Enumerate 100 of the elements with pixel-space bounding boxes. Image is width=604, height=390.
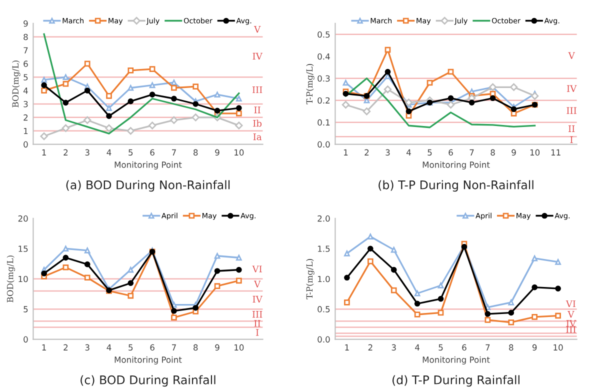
y-tick-label: 5 [24, 74, 28, 80]
ref-line-label: III [252, 86, 262, 94]
x-tick-label: 7 [172, 344, 176, 350]
ref-line-label: IV [567, 85, 577, 92]
x-tick-label: 10 [234, 344, 244, 351]
y-axis-title: BOD(mg/L) [6, 256, 15, 302]
text: (b) T-P During Non-Rainfall [378, 180, 534, 192]
x-tick-label: 6 [462, 344, 466, 351]
x-tick-label: 8 [509, 344, 514, 351]
x-tick-label: 8 [490, 149, 495, 156]
x-tick-label: 10 [530, 149, 540, 156]
y-tick-label: 8 [24, 34, 28, 40]
x-tick-label: 11 [551, 149, 560, 156]
x-tick-label: 5 [128, 344, 133, 351]
x-tick-label: 4 [106, 344, 112, 350]
y-tick-label: 10 [18, 276, 28, 282]
x-axis-title: Monitoring Point [422, 356, 490, 364]
ref-line-label: V [568, 52, 575, 59]
x-tick-label: 2 [64, 344, 68, 350]
y-tick-label: 2.0 [318, 215, 330, 222]
y-tick-label: 9 [24, 20, 28, 27]
y-tick-label: 6 [24, 60, 28, 67]
x-tick-label: 10 [234, 149, 244, 156]
x-tick-label: 5 [438, 344, 443, 351]
y-tick-label: 2 [24, 114, 28, 121]
y-tick-label: 0.3 [318, 75, 330, 82]
x-tick-label: 4 [106, 149, 112, 156]
ref-line-label: II [254, 320, 260, 327]
x-tick-label: 7 [486, 344, 490, 350]
x-tick-label: 8 [194, 149, 198, 156]
y-axis-title: BOD(mg/L) [12, 60, 20, 108]
x-tick-label: 6 [150, 344, 154, 351]
text: (d) T-P During Rainfall [392, 375, 520, 387]
y-tick-label: 0.5 [318, 31, 330, 38]
x-tick-label: 6 [150, 149, 154, 156]
x-tick-label: 1 [345, 344, 349, 350]
y-tick-label: 0.4 [318, 53, 330, 60]
x-tick-label: 9 [215, 344, 220, 351]
x-tick-label: 2 [64, 149, 68, 156]
x-tick-label: 4 [415, 344, 420, 350]
y-tick-label: 20 [18, 215, 28, 222]
x-axis-title: Monitoring Point [422, 161, 490, 170]
x-tick-label: 1 [42, 344, 46, 350]
y-tick-label: 5 [24, 306, 28, 312]
ref-line-label: II [568, 125, 575, 132]
y-tick-label: 0.2 [318, 97, 330, 104]
x-axis-title: Monitoring Point [114, 356, 182, 364]
x-tick-label: 9 [532, 344, 537, 351]
x-tick-label: 3 [85, 344, 90, 351]
annotation: I [570, 136, 573, 143]
x-tick-label: 10 [554, 344, 563, 351]
y-tick-label: 0.0 [318, 141, 330, 148]
x-tick-label: 3 [85, 149, 90, 156]
y-tick-label: 1.0 [318, 276, 330, 282]
x-tick-label: 3 [386, 149, 390, 156]
text: (c) BOD During Rainfall [80, 375, 216, 387]
ref-line-label: IV [252, 296, 262, 302]
ref-line-label: III [252, 311, 262, 318]
x-tick-label: 2 [364, 149, 369, 156]
y-tick-label: 3 [24, 100, 28, 108]
x-tick-label: 9 [215, 149, 220, 156]
ref-line-label: II [254, 106, 260, 114]
x-tick-label: 5 [428, 149, 432, 156]
x-tick-label: 7 [172, 149, 176, 156]
x-tick-label: 1 [344, 149, 348, 156]
y-axis-title: T-P(mg/L) [306, 64, 314, 104]
ref-line-label: IV [566, 320, 576, 327]
x-tick-label: 2 [368, 344, 372, 350]
x-tick-label: 6 [448, 149, 453, 156]
y-tick-label: 0 [24, 336, 28, 343]
x-tick-label: 8 [194, 344, 198, 351]
ref-line-label: VI [566, 300, 576, 308]
ref-line-label: V [568, 311, 574, 318]
text: (a) BOD During Non-Rainfall [66, 180, 230, 192]
x-tick-label: 1 [42, 149, 46, 156]
y-tick-label: 0.1 [318, 119, 330, 126]
ref-line-label: VI [252, 266, 262, 272]
x-axis-title: Monitoring Point [114, 161, 182, 170]
y-tick-label: 7 [24, 47, 28, 54]
ref-line-label: III [566, 107, 576, 114]
y-tick-label: 1.5 [318, 246, 330, 252]
y-axis-title: T-P(mg/L) [306, 259, 314, 300]
annotation: Ia [253, 133, 262, 140]
annotation: I [256, 329, 259, 336]
y-tick-label: 0 [24, 141, 28, 148]
y-tick-label: 15 [18, 246, 28, 252]
x-tick-label: 9 [512, 149, 516, 156]
y-tick-label: 4 [23, 88, 28, 94]
x-tick-label: 4 [406, 149, 411, 156]
ref-line-label: V [254, 280, 261, 288]
x-tick-label: 3 [392, 344, 396, 351]
x-tick-label: 5 [128, 149, 133, 156]
x-tick-label: 7 [470, 149, 474, 156]
ref-line-label: Ib [253, 120, 262, 127]
y-tick-label: 0.0 [318, 336, 330, 343]
ref-line-label: III [566, 326, 576, 333]
ref-line-label: V [254, 26, 261, 33]
ref-line-label: IV [252, 52, 262, 60]
y-tick-label: 1 [24, 128, 28, 134]
y-tick-label: 0.5 [318, 306, 330, 312]
